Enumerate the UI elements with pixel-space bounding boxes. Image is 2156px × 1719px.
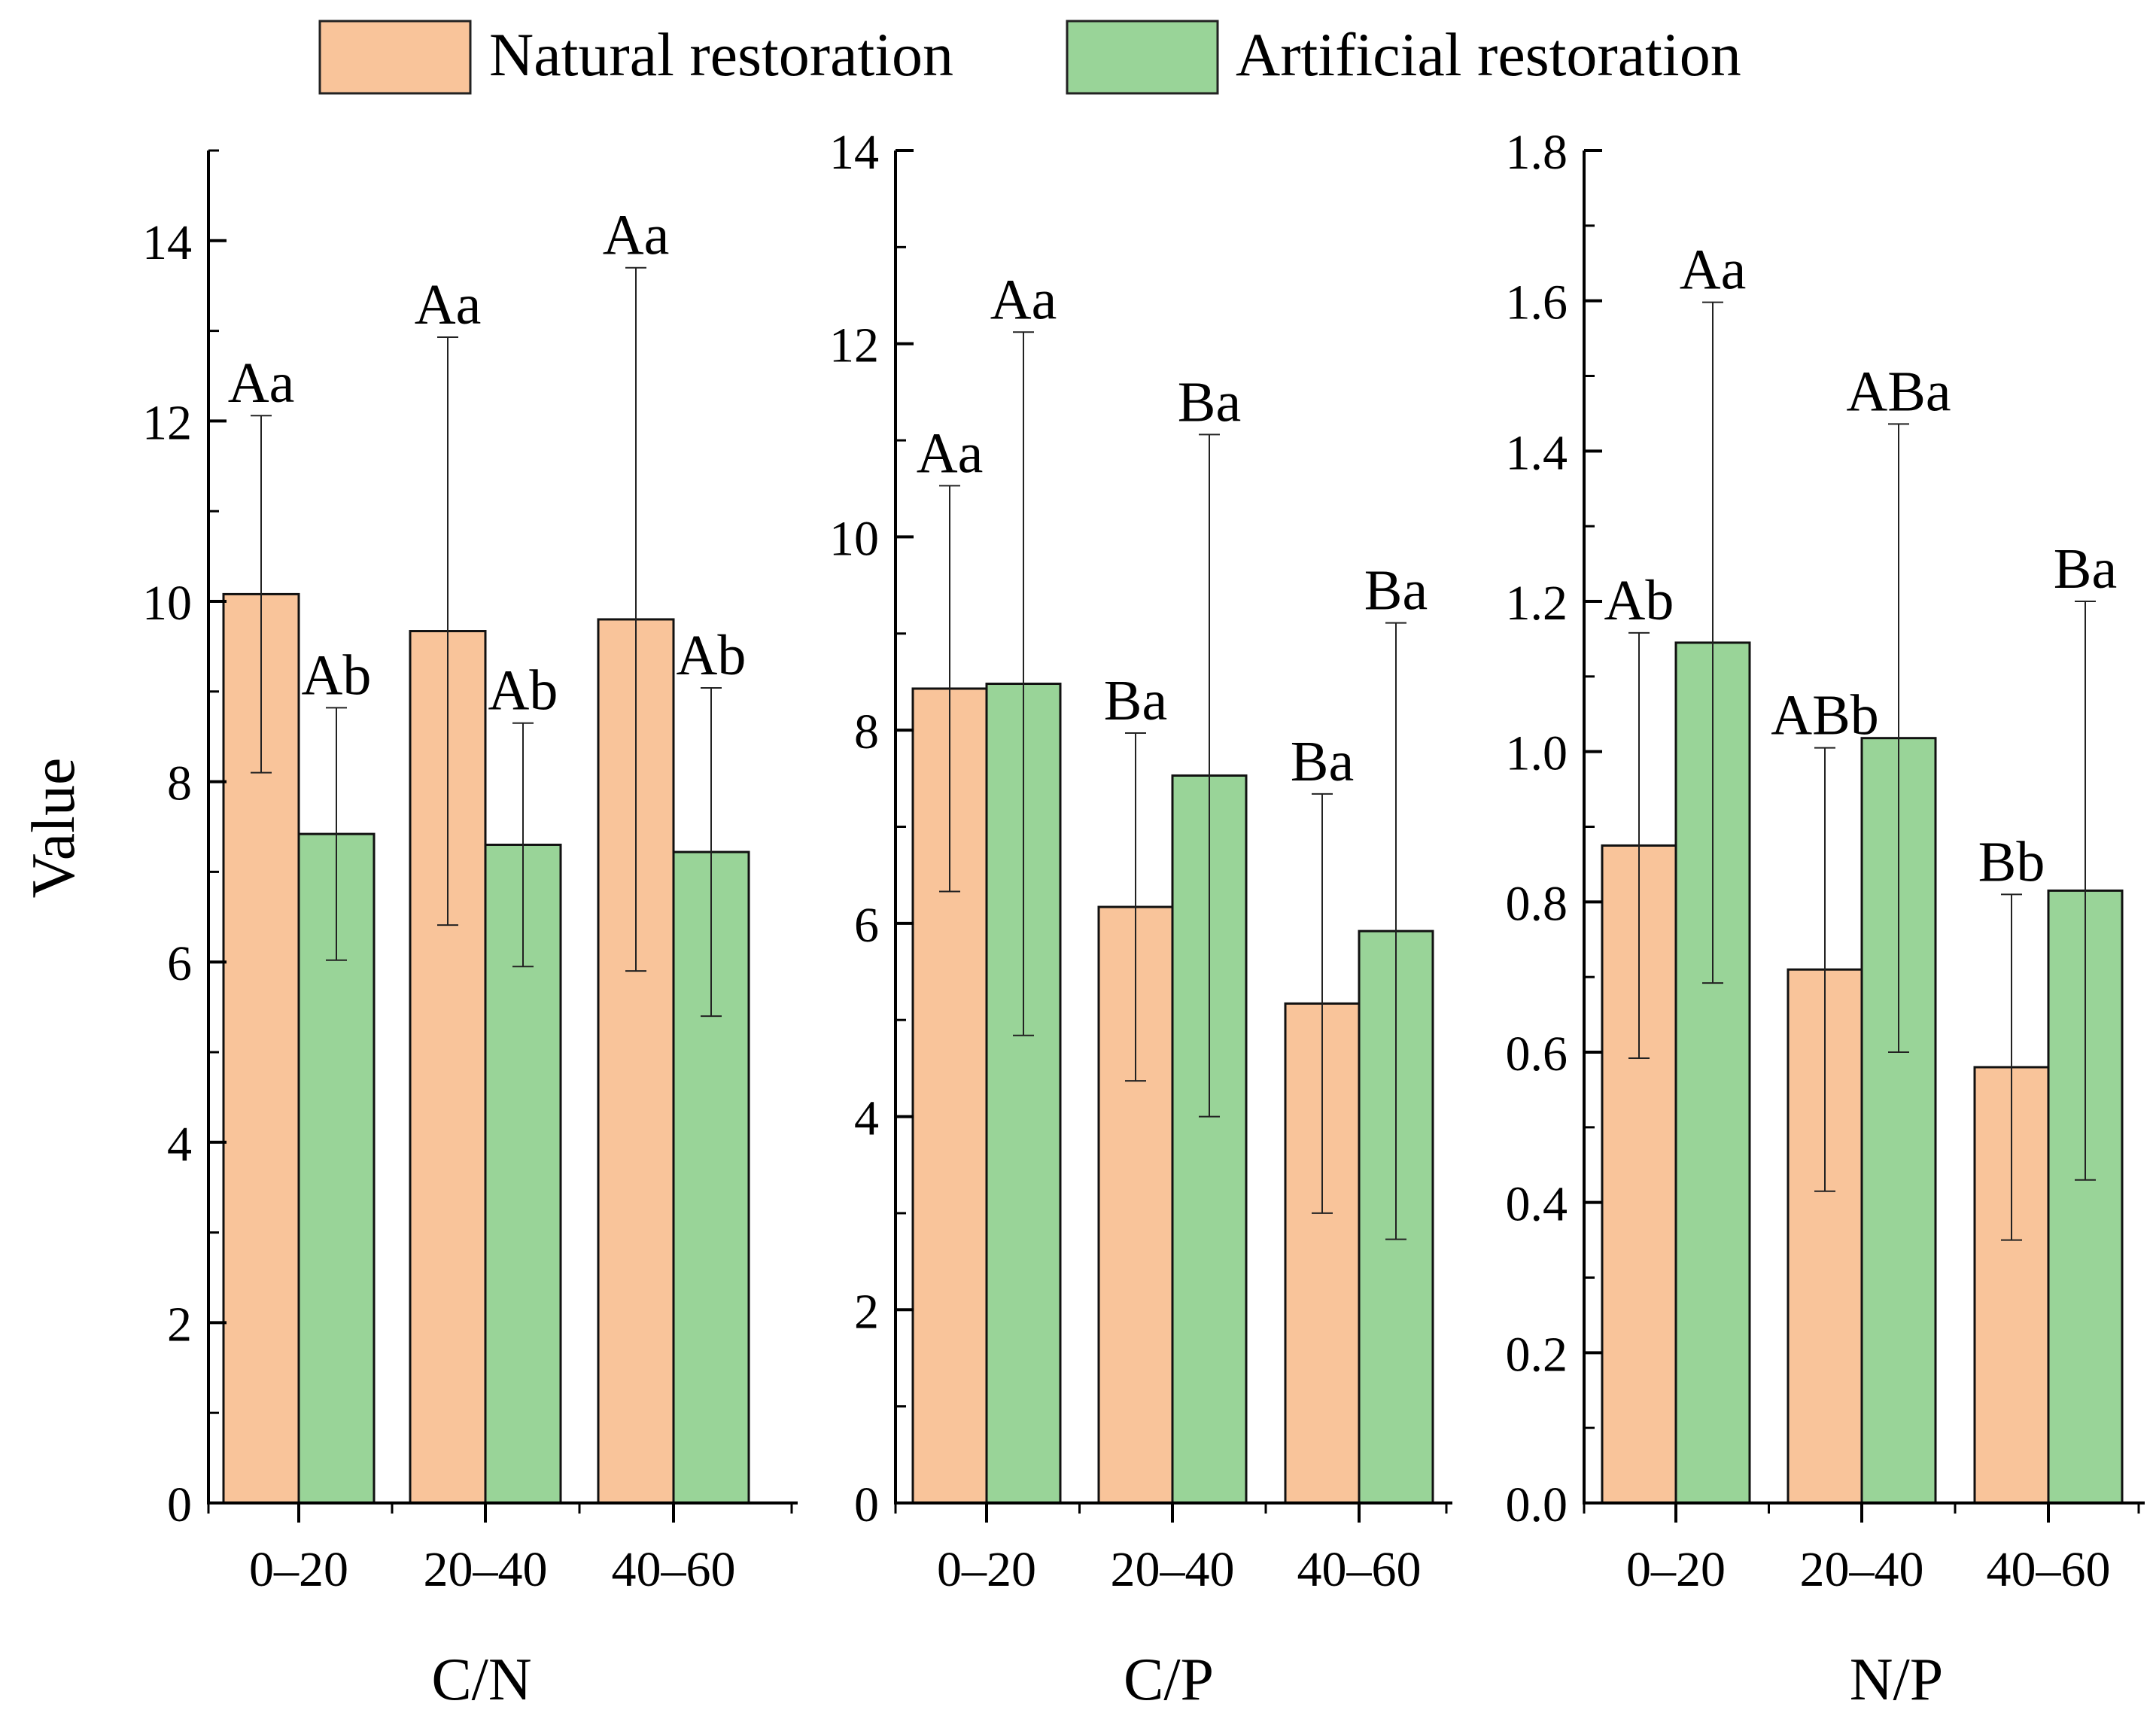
y-tick-label: 8: [167, 756, 192, 811]
x-axis-label: C/N: [431, 1647, 531, 1713]
significance-label: ABa: [1846, 360, 1951, 423]
error-bar: [1199, 434, 1220, 1118]
error-bar: [625, 266, 646, 972]
y-tick-label: 0: [167, 1477, 192, 1532]
significance-label: Ab: [488, 659, 558, 723]
panel-cn: Aa Aa Aa Ab Ab Ab 0 2 4 6 8 10 12 14 0–20 20–40 40–60 C/N: [142, 149, 798, 1713]
y-tick-label: 14: [829, 125, 879, 180]
y-tick-label: 10: [829, 511, 879, 566]
y-tick-label: 0.8: [1506, 876, 1568, 931]
significance-label: Ab: [677, 624, 747, 687]
error-bar: [512, 722, 534, 968]
y-tick-label: 12: [829, 318, 879, 373]
y-tick-label: 1.4: [1506, 425, 1568, 480]
error-bar: [1385, 622, 1406, 1240]
y-tick-label: 10: [142, 576, 192, 631]
legend: Natural restoration Artificial restorati…: [318, 20, 1741, 95]
significance-label: Aa: [228, 351, 295, 415]
significance-label: Ab: [302, 643, 372, 707]
significance-label: Ba: [1291, 730, 1354, 793]
significance-label: Ba: [1104, 669, 1167, 732]
significance-label: Ab: [1604, 569, 1674, 632]
x-tick-label: 0–20: [249, 1542, 348, 1597]
y-axis-label: Value: [19, 758, 87, 899]
significance-label: Aa: [603, 204, 670, 267]
y-tick-label: 1.8: [1506, 125, 1568, 180]
x-tick-label: 40–60: [1987, 1542, 2111, 1597]
significance-label: Aa: [415, 273, 482, 336]
error-bar: [939, 485, 960, 893]
x-tick-label: 40–60: [1297, 1542, 1422, 1597]
error-bar: [1628, 631, 1650, 1059]
legend-swatch-artificial: [1066, 20, 1219, 95]
error-bar: [437, 336, 458, 926]
error-bar: [1013, 331, 1034, 1036]
y-tick-label: 14: [142, 215, 192, 270]
error-bar: [2001, 893, 2022, 1241]
y-tick-label: 1.2: [1506, 576, 1568, 631]
legend-label-natural: Natural restoration: [489, 20, 953, 89]
y-tick-label: 1.6: [1506, 275, 1568, 330]
significance-label: ABb: [1771, 684, 1879, 747]
panel-np: Ab ABb Bb Aa ABa Ba 0.0 0.2 0.4 0.6 0.8 1.0 1.2 1.4 1.…: [1506, 125, 2145, 1713]
significance-label: Ba: [2054, 537, 2117, 601]
significance-label: Bb: [1978, 830, 2045, 893]
y-tick-label: 2: [854, 1284, 879, 1339]
x-axis-label: C/P: [1124, 1647, 1214, 1713]
error-bar: [326, 707, 347, 961]
legend-swatch-natural: [318, 20, 472, 95]
x-tick-label: 20–40: [424, 1542, 548, 1597]
y-tick-label: 0: [854, 1477, 879, 1532]
significance-label: Aa: [1680, 239, 1747, 302]
y-tick-label: 4: [167, 1117, 192, 1172]
y-tick-label: 1.0: [1506, 726, 1568, 781]
error-bar: [2075, 601, 2096, 1181]
error-bar: [251, 415, 272, 774]
x-tick-label: 20–40: [1800, 1542, 1924, 1597]
significance-label: Aa: [990, 268, 1057, 331]
error-bar: [701, 687, 722, 1018]
panel-cp: Aa Ba Ba Aa Ba Ba 0 2 4 6 8 10 12 14 0–20 20–40 40–60 C/P: [829, 125, 1452, 1713]
y-tick-label: 0.4: [1506, 1177, 1568, 1232]
error-bar: [1702, 301, 1723, 984]
legend-label-artificial: Artificial restoration: [1236, 20, 1741, 89]
significance-label: Ba: [1364, 559, 1428, 622]
y-tick-label: 0.6: [1506, 1027, 1568, 1082]
significance-label: Ba: [1178, 370, 1241, 434]
y-tick-label: 8: [854, 704, 879, 759]
significance-label: Aa: [917, 421, 984, 485]
y-tick-label: 6: [167, 936, 192, 991]
y-tick-label: 0.2: [1506, 1327, 1568, 1382]
y-tick-label: 0.0: [1506, 1477, 1568, 1532]
y-tick-label: 2: [167, 1297, 192, 1352]
error-bar: [1888, 423, 1909, 1053]
x-tick-label: 40–60: [612, 1542, 736, 1597]
error-bar: [1125, 732, 1146, 1082]
error-bar: [1312, 793, 1333, 1214]
x-tick-label: 0–20: [937, 1542, 1036, 1597]
x-tick-label: 20–40: [1111, 1542, 1235, 1597]
y-tick-label: 4: [854, 1091, 879, 1146]
x-axis-label: N/P: [1850, 1647, 1944, 1713]
y-tick-label: 12: [142, 395, 192, 450]
x-tick-label: 0–20: [1626, 1542, 1726, 1597]
y-tick-label: 6: [854, 898, 879, 953]
error-bar: [1814, 747, 1835, 1192]
